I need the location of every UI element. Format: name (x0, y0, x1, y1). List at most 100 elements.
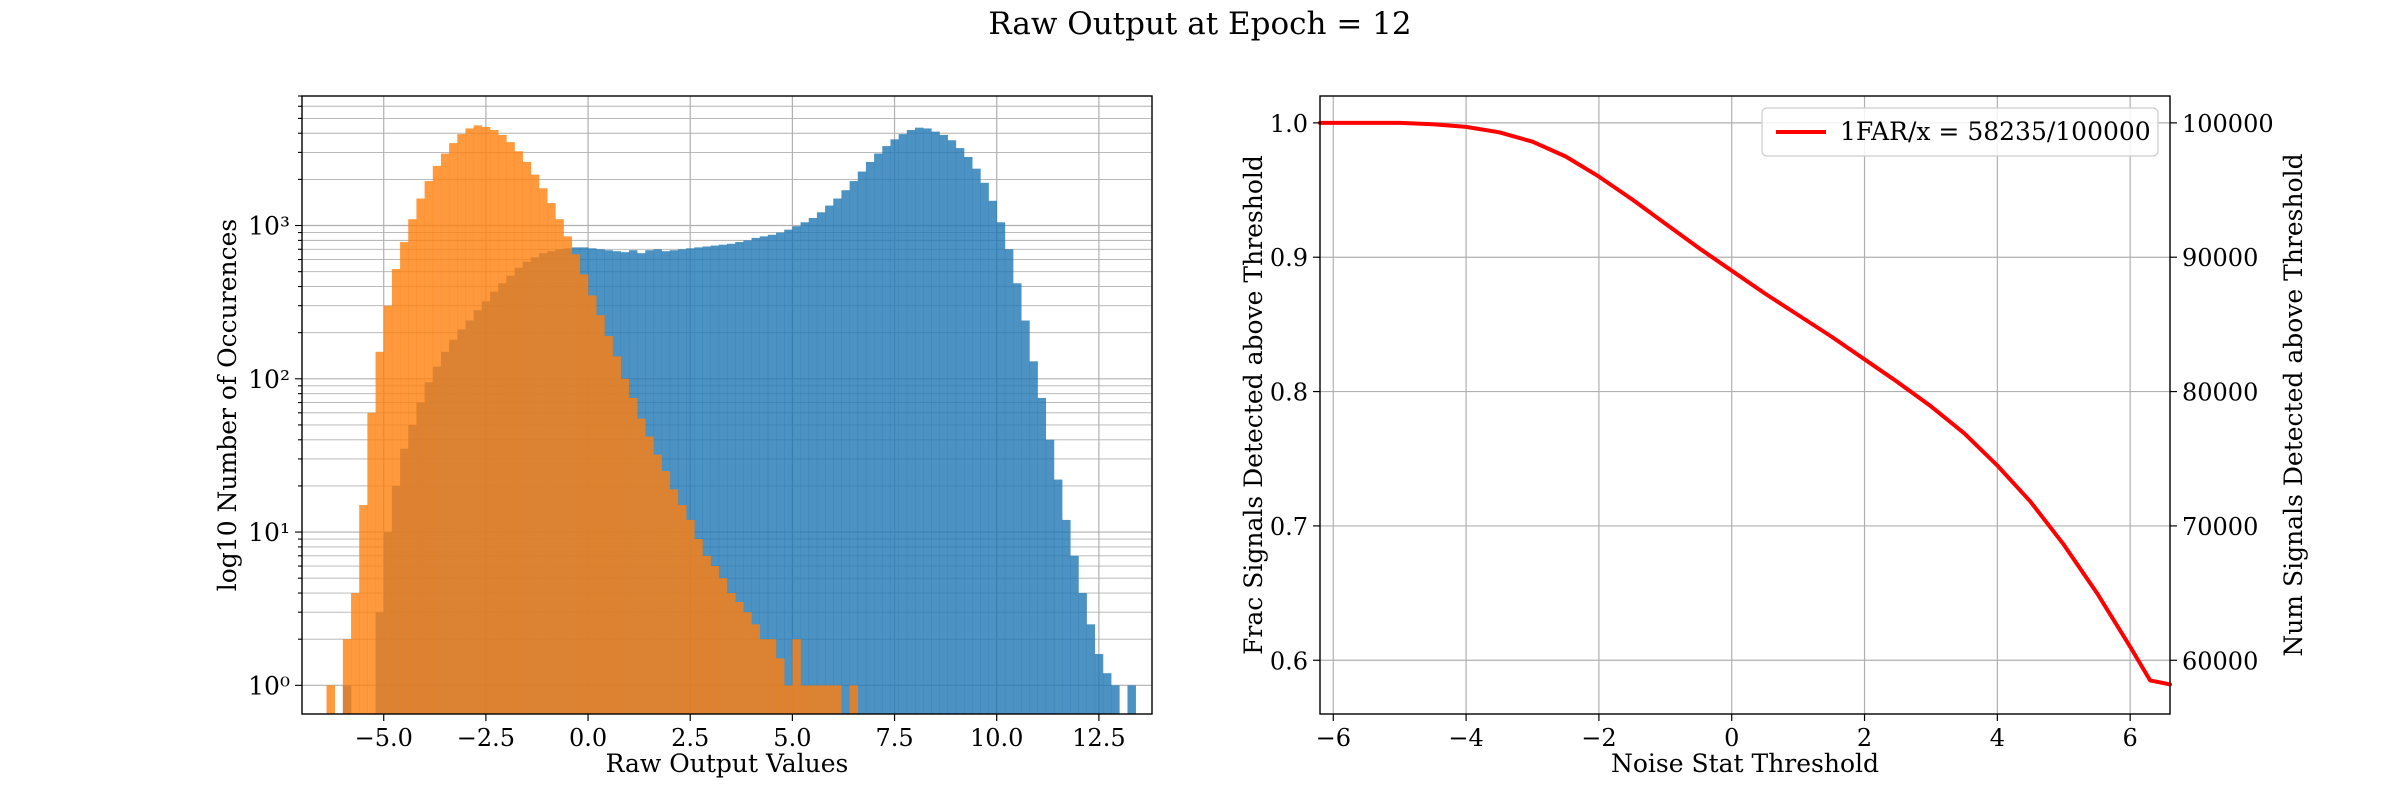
histogram-bar (906, 130, 916, 714)
histogram-bar (342, 639, 352, 714)
histogram-bar (400, 242, 409, 714)
histogram-bar (465, 128, 474, 714)
histogram-y-tick-label: 10² (248, 365, 290, 394)
histogram-bar (1062, 519, 1071, 714)
curve-y-right-tick-label: 70000 (2182, 513, 2258, 541)
curve-y-tick-label: 1.0 (1270, 110, 1308, 138)
histogram-bar (416, 198, 425, 715)
histogram-bar (1094, 654, 1104, 714)
histogram-x-tick-label: 10.0 (970, 724, 1023, 752)
histogram-bar (735, 242, 744, 714)
histogram-bar (759, 639, 769, 714)
histogram-x-tick-label: 0.0 (569, 724, 607, 752)
curve-y-tick-label: 0.9 (1270, 244, 1308, 272)
histogram-x-tick-label: 2.5 (671, 724, 709, 752)
histogram-bar (596, 315, 605, 714)
histogram-bar (473, 125, 483, 715)
histogram-bar (808, 217, 818, 714)
curve-y-ticks-right: 60000 70000 80000 90000 100000 (2170, 110, 2274, 675)
histogram-bar (841, 190, 850, 714)
figure-title: Raw Output at Epoch = 12 (988, 6, 1412, 42)
histogram-x-tick-label: −2.5 (457, 724, 515, 752)
histogram-bar (571, 254, 581, 714)
histogram-bar (931, 131, 940, 714)
histogram-bar (857, 171, 867, 714)
histogram-bar (996, 222, 1006, 715)
legend-box (1761, 107, 2159, 157)
histogram-y-tick-label: 10¹ (248, 518, 290, 547)
histogram-bar (833, 198, 842, 715)
histogram-bar (424, 181, 434, 715)
histogram-y-tick-label: 10⁰ (248, 671, 290, 700)
histogram-bar (792, 226, 801, 714)
histogram-bar (727, 243, 736, 714)
curve-y-right-tick-label: 60000 (2182, 647, 2258, 675)
histogram-bar (530, 174, 540, 715)
curve-x-tick-label: 2 (1857, 724, 1872, 752)
histogram-bar (816, 685, 826, 714)
histogram-bar (947, 140, 957, 715)
histogram-bar (972, 168, 981, 714)
histogram-bar (498, 134, 507, 715)
histogram-bar (588, 295, 597, 714)
histogram-bar (457, 134, 466, 715)
histogram-bar (1102, 673, 1112, 714)
histogram-bar (1127, 685, 1136, 714)
curve-y-tick-label: 0.6 (1270, 647, 1308, 675)
histogram-x-tick-label: −5.0 (355, 724, 413, 752)
histogram-bar (955, 148, 965, 714)
histogram-x-axis-label: Raw Output Values (606, 749, 849, 778)
histogram-x-tick-label: 5.0 (773, 724, 811, 752)
curve-grid (1320, 96, 2170, 714)
histogram-bar (440, 153, 450, 715)
curve-x-axis-label: Noise Stat Threshold (1611, 749, 1879, 778)
histogram-bar (702, 555, 711, 714)
curve-line (1318, 120, 2172, 687)
curve-frame (1319, 95, 2171, 715)
histogram-bar (375, 351, 385, 714)
histogram-bar (637, 418, 646, 714)
legend-label: 1FAR/x = 58235/100000 (1840, 117, 2151, 146)
histogram-bar (383, 305, 393, 714)
histogram-bar (849, 181, 859, 715)
histogram-bar (506, 142, 515, 715)
histogram-bar (1070, 555, 1079, 714)
histogram-bar (890, 139, 899, 715)
histogram-bar (686, 519, 695, 714)
histogram-bar (1045, 439, 1055, 714)
histogram-bar (579, 274, 589, 714)
curve-x-tick-label: −2 (1581, 724, 1616, 752)
histogram-y-tick-label: 10³ (248, 212, 290, 241)
histogram-bar (694, 539, 703, 714)
histogram-bar (939, 134, 948, 715)
histogram-bar (718, 578, 728, 714)
histogram-bar (833, 685, 842, 714)
histogram-bar (792, 639, 801, 714)
curve-y-ticks-left: 0.6 0.7 0.8 0.9 1.0 (1270, 110, 1320, 675)
histogram-bar (1078, 593, 1087, 714)
curve-y-axis-label-right: Num Signals Detected above Threshold (2279, 153, 2308, 656)
curve-x-tick-label: 6 (2123, 724, 2138, 752)
histogram-bar (751, 624, 760, 714)
curve-x-ticks: −6 −4 −2 0 2 4 6 (1316, 714, 2138, 752)
legend: 1FAR/x = 58235/100000 (1761, 107, 2159, 157)
histogram-x-tick-label: 12.5 (1072, 724, 1125, 752)
histogram-bar (367, 412, 376, 714)
histogram-bar (808, 685, 818, 714)
histogram-bar (800, 685, 810, 714)
histogram-bar (743, 240, 752, 715)
histogram-bar (489, 130, 499, 714)
histogram-bar (351, 593, 360, 714)
histogram-y-axis-label: log10 Number of Occurences (213, 219, 242, 592)
histogram-bar (1086, 624, 1096, 714)
histogram-bar (914, 127, 924, 715)
histogram-bar (710, 245, 720, 714)
histogram-bar (669, 489, 679, 714)
histogram-bar (604, 336, 613, 714)
curve-y-tick-label: 0.8 (1270, 379, 1308, 407)
histogram-bar (825, 685, 834, 714)
curve-x-tick-label: 4 (1990, 724, 2005, 752)
histogram-y-ticks: 10⁰ 10¹ 10² 10³ (248, 95, 302, 700)
curve-y-right-tick-label: 100000 (2182, 110, 2274, 138)
histogram-bar (669, 250, 679, 714)
